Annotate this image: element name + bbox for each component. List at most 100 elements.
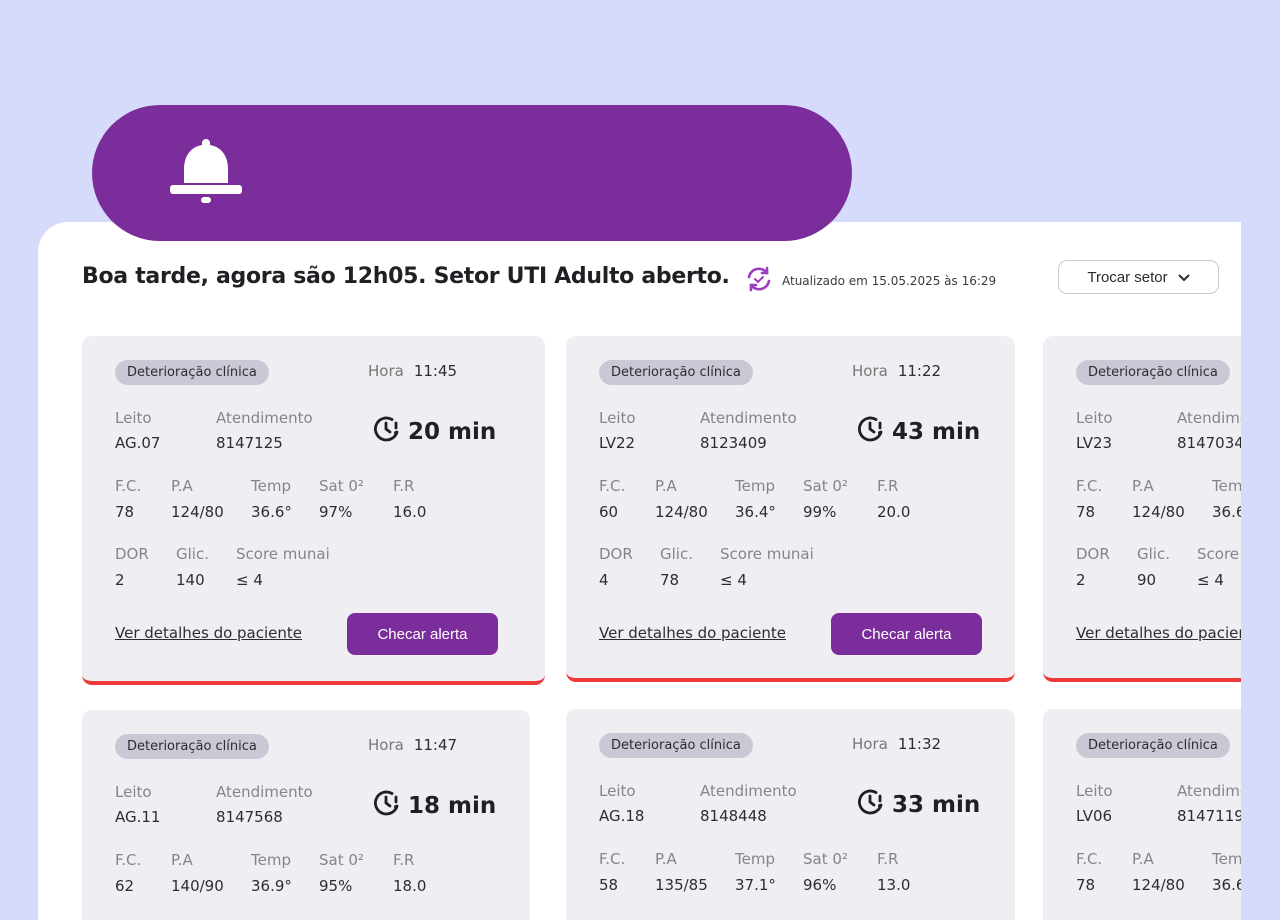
hora-label: Hora bbox=[852, 735, 888, 753]
leito-label: Leito bbox=[1076, 782, 1113, 800]
alert-card: Deterioração clínica Hora 11:47 Leito AG.… bbox=[82, 710, 530, 920]
hora-label: Hora bbox=[368, 736, 404, 754]
leito-value: LV23 bbox=[1076, 434, 1113, 452]
fc-label: F.C. bbox=[115, 851, 142, 869]
sat-label: Sat 0² bbox=[319, 851, 364, 869]
dor-value: 2 bbox=[1076, 571, 1086, 589]
glic-value: 78 bbox=[660, 571, 680, 589]
fc-value: 62 bbox=[115, 877, 135, 895]
leito-label: Leito bbox=[599, 782, 636, 800]
check-alert-button[interactable]: Checar alerta bbox=[831, 613, 982, 655]
main-panel: Boa tarde, agora são 12h05. Setor UTI Ad… bbox=[38, 222, 1241, 920]
glic-value: 90 bbox=[1137, 571, 1157, 589]
clock-alert-icon bbox=[374, 416, 400, 448]
chevron-down-icon bbox=[1177, 269, 1190, 286]
patient-details-link[interactable]: Ver detalhes do paciente bbox=[1076, 624, 1241, 642]
fc-value: 58 bbox=[599, 876, 619, 894]
elapsed-value: 33 min bbox=[892, 792, 981, 818]
score-value: ≤ 4 bbox=[236, 571, 263, 589]
pa-label: P.A bbox=[655, 477, 677, 495]
change-sector-label: Trocar setor bbox=[1087, 268, 1168, 286]
dor-label: DOR bbox=[1076, 545, 1110, 563]
alert-card: Deterioração clínica Hora Leito LV23 Ate… bbox=[1043, 336, 1241, 682]
temp-label: Temp bbox=[251, 477, 291, 495]
refresh-icon[interactable] bbox=[744, 264, 774, 297]
leito-label: Leito bbox=[599, 409, 636, 427]
clock-alert-icon bbox=[374, 790, 400, 822]
atendimento-value: 8147119 bbox=[1177, 807, 1241, 825]
alert-time: Hora 11:45 bbox=[368, 362, 457, 380]
change-sector-button[interactable]: Trocar setor bbox=[1058, 260, 1219, 294]
pa-value: 124/80 bbox=[1132, 503, 1185, 521]
score-value: ≤ 4 bbox=[1197, 571, 1224, 589]
alert-time: Hora 11:22 bbox=[852, 362, 941, 380]
hora-value: 11:45 bbox=[413, 362, 458, 380]
pa-label: P.A bbox=[655, 850, 677, 868]
atendimento-value: 8148448 bbox=[700, 807, 767, 825]
sat-value: 95% bbox=[319, 877, 353, 895]
atendimento-label: Atendimento bbox=[1177, 782, 1241, 800]
dor-label: DOR bbox=[115, 545, 149, 563]
sat-label: Sat 0² bbox=[803, 850, 848, 868]
fr-value: 13.0 bbox=[877, 876, 911, 894]
patient-details-link[interactable]: Ver detalhes do paciente bbox=[599, 624, 787, 642]
pa-value: 124/80 bbox=[1132, 876, 1185, 894]
score-label: Score munai bbox=[236, 545, 330, 563]
last-updated: Atualizado em 15.05.2025 às 16:29 bbox=[744, 264, 996, 297]
sat-label: Sat 0² bbox=[803, 477, 848, 495]
temp-value: 36.6° bbox=[1212, 503, 1241, 521]
fc-label: F.C. bbox=[1076, 477, 1103, 495]
leito-value: AG.18 bbox=[599, 807, 645, 825]
alert-type-badge: Deterioração clínica bbox=[115, 360, 269, 385]
fc-value: 60 bbox=[599, 503, 619, 521]
bell-icon bbox=[170, 135, 242, 211]
clock-alert-icon bbox=[858, 789, 884, 821]
sat-value: 97% bbox=[319, 503, 353, 521]
dor-label: DOR bbox=[599, 545, 633, 563]
patient-details-link[interactable]: Ver detalhes do paciente bbox=[115, 624, 303, 642]
atendimento-label: Atendimento bbox=[216, 783, 313, 801]
fc-value: 78 bbox=[115, 503, 135, 521]
pa-value: 135/85 bbox=[655, 876, 708, 894]
alert-time: Hora 11:47 bbox=[368, 736, 457, 754]
check-alert-button[interactable]: Checar alerta bbox=[347, 613, 498, 655]
temp-label: Temp bbox=[1212, 477, 1241, 495]
leito-value: LV22 bbox=[599, 434, 636, 452]
fc-value: 78 bbox=[1076, 503, 1096, 521]
alert-type-badge: Deterioração clínica bbox=[1076, 733, 1230, 758]
dor-value: 4 bbox=[599, 571, 609, 589]
elapsed-timer: 20 min bbox=[374, 416, 496, 448]
leito-value: AG.07 bbox=[115, 434, 161, 452]
temp-value: 36.9° bbox=[251, 877, 292, 895]
fc-label: F.C. bbox=[115, 477, 142, 495]
hora-value: 11:47 bbox=[413, 736, 458, 754]
leito-value: LV06 bbox=[1076, 807, 1113, 825]
temp-value: 36.6° bbox=[251, 503, 292, 521]
pa-label: P.A bbox=[1132, 477, 1154, 495]
glic-label: Glic. bbox=[660, 545, 693, 563]
alert-card: Deterioração clínica Hora 11:32 Leito AG.… bbox=[566, 709, 1015, 920]
temp-value: 36.4° bbox=[735, 503, 776, 521]
fr-value: 20.0 bbox=[877, 503, 911, 521]
alert-type-badge: Deterioração clínica bbox=[115, 734, 269, 759]
alert-time: Hora 11:32 bbox=[852, 735, 941, 753]
pa-value: 140/90 bbox=[171, 877, 224, 895]
temp-label: Temp bbox=[735, 850, 775, 868]
fc-value: 78 bbox=[1076, 876, 1096, 894]
clock-alert-icon bbox=[858, 416, 884, 448]
elapsed-value: 18 min bbox=[408, 793, 497, 819]
fr-label: F.R bbox=[393, 477, 415, 495]
alert-type-badge: Deterioração clínica bbox=[599, 360, 753, 385]
atendimento-label: Atendimento bbox=[700, 409, 797, 427]
fr-value: 18.0 bbox=[393, 877, 427, 895]
temp-value: 37.1° bbox=[735, 876, 776, 894]
atendimento-value: 8147568 bbox=[216, 808, 283, 826]
score-value: ≤ 4 bbox=[720, 571, 747, 589]
sat-value: 99% bbox=[803, 503, 837, 521]
fr-label: F.R bbox=[877, 850, 899, 868]
fc-label: F.C. bbox=[1076, 850, 1103, 868]
page-title: Boa tarde, agora são 12h05. Setor UTI Ad… bbox=[82, 264, 730, 289]
fr-label: F.R bbox=[393, 851, 415, 869]
dor-value: 2 bbox=[115, 571, 125, 589]
temp-value: 36.6° bbox=[1212, 876, 1241, 894]
